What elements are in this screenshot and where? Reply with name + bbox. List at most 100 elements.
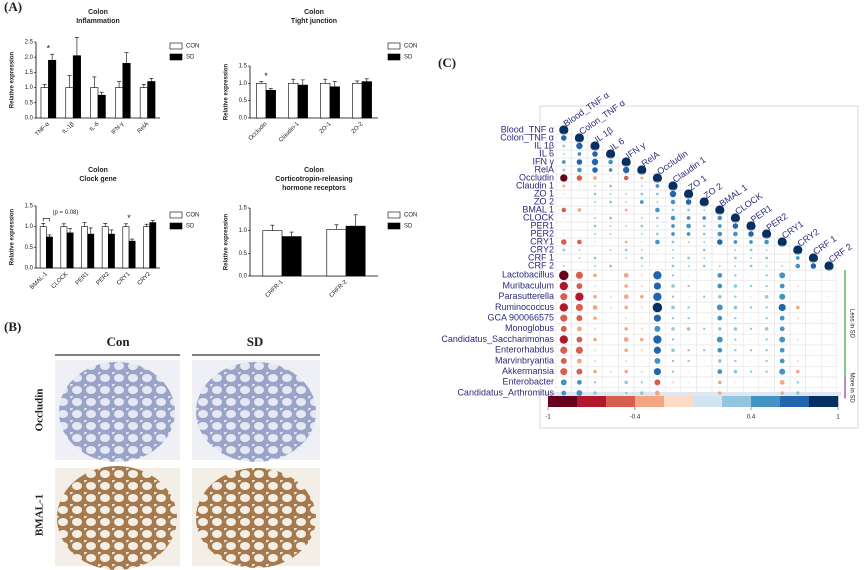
correlation-dot bbox=[593, 294, 597, 299]
correlation-dot bbox=[828, 381, 830, 383]
bar bbox=[297, 84, 308, 119]
correlation-dot bbox=[703, 371, 705, 373]
correlation-dot bbox=[672, 257, 674, 259]
correlation-dot bbox=[686, 223, 691, 229]
correlation-dot bbox=[671, 359, 675, 363]
correlation-dot bbox=[592, 167, 598, 173]
correlation-dot bbox=[562, 184, 566, 188]
row-label: CLOCK bbox=[523, 212, 554, 222]
correlation-dot bbox=[624, 208, 628, 212]
correlation-dot bbox=[656, 192, 659, 196]
correlation-dot bbox=[688, 381, 690, 383]
correlation-dot bbox=[656, 216, 659, 220]
correlation-dot bbox=[610, 392, 612, 394]
correlation-dot bbox=[653, 282, 661, 290]
annotation: (p = 0.08) bbox=[53, 210, 79, 216]
error-bar bbox=[291, 78, 296, 84]
correlation-dot bbox=[610, 317, 612, 319]
correlation-dot bbox=[578, 265, 580, 267]
correlation-dot bbox=[750, 317, 752, 319]
correlation-dot bbox=[577, 326, 582, 332]
x-tick-label: CRY2 bbox=[137, 271, 153, 287]
correlation-dot bbox=[702, 232, 706, 236]
correlation-dot bbox=[734, 274, 737, 277]
correlation-dot bbox=[592, 151, 598, 157]
error-bar bbox=[353, 214, 358, 227]
correlation-dot bbox=[687, 391, 690, 395]
correlation-dot bbox=[641, 209, 643, 211]
correlation-dot bbox=[702, 224, 706, 228]
bar bbox=[60, 226, 68, 269]
correlation-dot bbox=[685, 199, 692, 205]
correlation-dot bbox=[717, 283, 723, 289]
row-label: Enterobacter bbox=[502, 377, 554, 387]
correlation-dot bbox=[796, 381, 799, 384]
correlation-dot bbox=[561, 239, 567, 245]
y-tick-label: 1.0 bbox=[239, 81, 248, 87]
correlation-dot bbox=[717, 215, 723, 221]
correlation-dot bbox=[624, 240, 628, 244]
legend-label: SD bbox=[186, 224, 195, 230]
correlation-dot bbox=[764, 294, 769, 299]
correlation-dot bbox=[749, 240, 753, 244]
y-tick-label: 0.0 bbox=[239, 274, 248, 280]
chart-title: Colon bbox=[304, 167, 324, 174]
error-bar bbox=[99, 91, 104, 96]
correlation-dot bbox=[671, 370, 675, 373]
y-tick-label: 0.0 bbox=[25, 266, 34, 272]
correlation-dot bbox=[749, 248, 753, 252]
correlation-dot bbox=[796, 359, 799, 363]
row-label: GCA 900066575 bbox=[487, 313, 554, 323]
colorbar-tick-label: -0.4 bbox=[630, 415, 641, 421]
correlation-dot bbox=[624, 369, 628, 374]
row-label: BMAL-1 bbox=[34, 494, 46, 536]
bar bbox=[128, 240, 136, 269]
error-bar bbox=[82, 222, 87, 227]
correlation-dot bbox=[593, 224, 597, 228]
correlation-dot bbox=[688, 249, 690, 251]
correlation-dot bbox=[641, 360, 643, 362]
error-bar bbox=[88, 227, 93, 235]
correlation-dot bbox=[653, 335, 662, 344]
y-tick-label: 0.5 bbox=[25, 100, 34, 106]
row-label: IL 6 bbox=[539, 148, 554, 158]
correlation-dot bbox=[765, 370, 768, 373]
bar bbox=[115, 87, 124, 119]
error-bar bbox=[74, 37, 79, 56]
column-label: Con bbox=[106, 334, 130, 349]
correlation-dot bbox=[577, 152, 582, 156]
correlation-dot bbox=[622, 166, 630, 174]
correlation-dot bbox=[655, 184, 660, 188]
bar bbox=[262, 230, 283, 277]
y-axis-label: Relative expression bbox=[10, 208, 16, 265]
correlation-dot bbox=[716, 304, 723, 311]
y-tick-label: 0.5 bbox=[239, 251, 248, 257]
correlation-dot bbox=[593, 381, 597, 384]
colorbar-segment bbox=[751, 396, 781, 407]
error-bar bbox=[109, 229, 114, 235]
correlation-dot bbox=[765, 284, 768, 288]
correlation-dot bbox=[593, 337, 597, 342]
correlation-dot bbox=[560, 174, 568, 182]
correlation-dot bbox=[765, 265, 768, 267]
legend-swatch bbox=[387, 211, 401, 219]
correlation-dot bbox=[749, 327, 753, 331]
x-tick-label: CRY1 bbox=[116, 271, 132, 287]
correlation-dot bbox=[577, 239, 582, 245]
correlation-dot bbox=[576, 159, 583, 165]
error-bar bbox=[332, 81, 337, 87]
correlation-dot bbox=[734, 391, 737, 395]
correlation-dot bbox=[640, 217, 643, 219]
colorbar-tick-label: -1 bbox=[545, 415, 551, 421]
correlation-dot bbox=[671, 305, 675, 310]
correlation-dot bbox=[717, 239, 723, 245]
correlation-dot bbox=[670, 215, 676, 221]
correlation-dot bbox=[640, 249, 643, 251]
correlation-dot bbox=[719, 257, 721, 259]
correlation-dot bbox=[575, 303, 583, 312]
correlation-dot bbox=[795, 263, 801, 269]
annotation: * bbox=[264, 71, 268, 81]
correlation-dot bbox=[578, 257, 581, 259]
correlation-dot bbox=[653, 271, 662, 280]
correlation-dot bbox=[733, 327, 738, 331]
